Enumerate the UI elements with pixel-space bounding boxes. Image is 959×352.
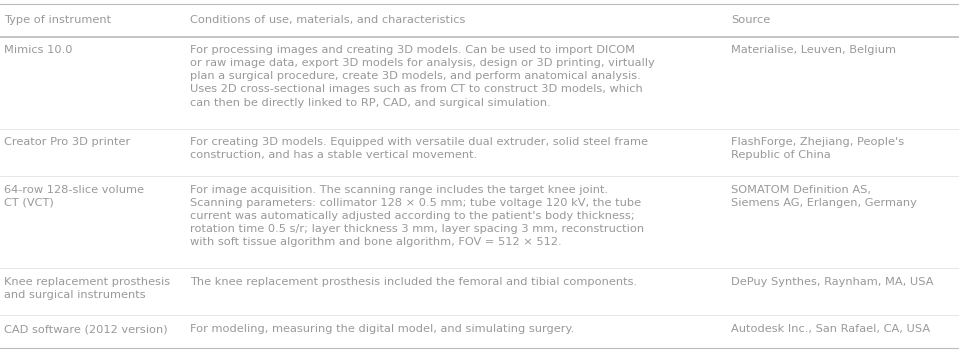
- Text: Creator Pro 3D printer: Creator Pro 3D printer: [4, 137, 130, 147]
- Text: CAD software (2012 version): CAD software (2012 version): [4, 324, 168, 334]
- Text: Type of instrument: Type of instrument: [4, 15, 111, 25]
- Text: Materialise, Leuven, Belgium: Materialise, Leuven, Belgium: [731, 45, 896, 55]
- Text: SOMATOM Definition AS,
Siemens AG, Erlangen, Germany: SOMATOM Definition AS, Siemens AG, Erlan…: [731, 185, 917, 208]
- Text: DePuy Synthes, Raynham, MA, USA: DePuy Synthes, Raynham, MA, USA: [731, 277, 933, 287]
- Text: FlashForge, Zhejiang, People's
Republic of China: FlashForge, Zhejiang, People's Republic …: [731, 137, 904, 161]
- Text: For creating 3D models. Equipped with versatile dual extruder, solid steel frame: For creating 3D models. Equipped with ve…: [190, 137, 648, 161]
- Text: Conditions of use, materials, and characteristics: Conditions of use, materials, and charac…: [190, 15, 465, 25]
- Text: Mimics 10.0: Mimics 10.0: [4, 45, 72, 55]
- Text: For processing images and creating 3D models. Can be used to import DICOM
or raw: For processing images and creating 3D mo…: [190, 45, 655, 107]
- Text: Source: Source: [731, 15, 770, 25]
- Text: The knee replacement prosthesis included the femoral and tibial components.: The knee replacement prosthesis included…: [190, 277, 637, 287]
- Text: Knee replacement prosthesis
and surgical instruments: Knee replacement prosthesis and surgical…: [4, 277, 170, 300]
- Text: 64-row 128-slice volume
CT (VCT): 64-row 128-slice volume CT (VCT): [4, 185, 144, 208]
- Text: For modeling, measuring the digital model, and simulating surgery.: For modeling, measuring the digital mode…: [190, 324, 574, 334]
- Text: Autodesk Inc., San Rafael, CA, USA: Autodesk Inc., San Rafael, CA, USA: [731, 324, 930, 334]
- Text: For image acquisition. The scanning range includes the target knee joint.
Scanni: For image acquisition. The scanning rang…: [190, 185, 644, 247]
